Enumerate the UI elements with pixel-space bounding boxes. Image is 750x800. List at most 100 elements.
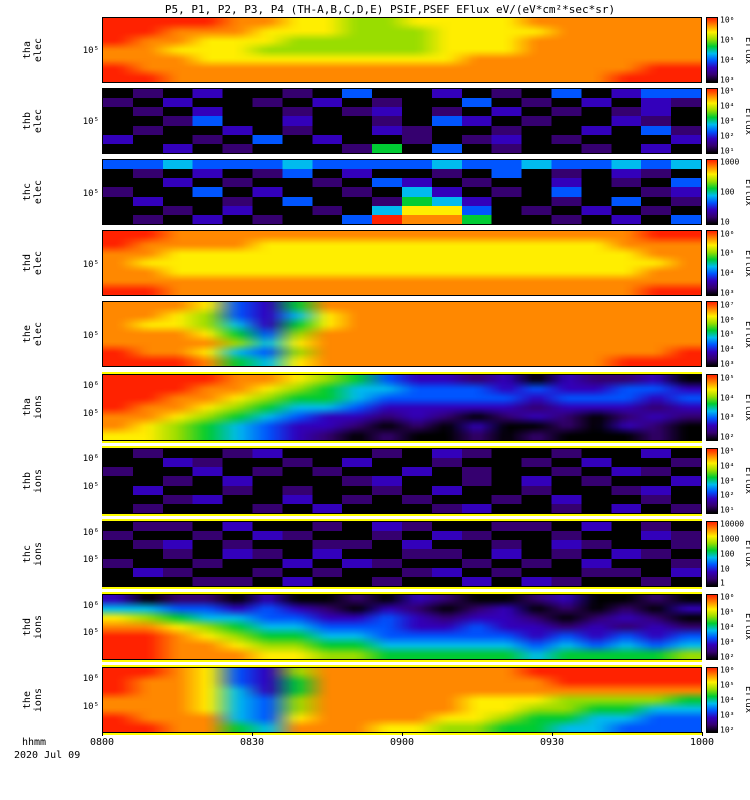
colorbar-ticks: 10⁶ 10⁵ 10⁴ 10³: [718, 229, 743, 298]
y-axis-label: the elec: [22, 322, 44, 346]
colorbar-tick-label: 10²: [720, 131, 735, 141]
spectrogram-area: [102, 447, 702, 514]
colorbar-tick-label: 10²: [720, 490, 735, 500]
panel-thc-elec: thc elec 10⁵ 1000 100 10 Eflux: [0, 157, 750, 226]
colorbar-title: Eflux: [743, 540, 750, 568]
colorbar-area: 10⁵ 10⁴ 10³ 10² Eflux: [702, 373, 750, 442]
y-tick-label: 10⁵: [82, 259, 99, 270]
x-tick-label: 0800: [89, 737, 115, 748]
colorbar-area: 10⁶ 10⁵ 10⁴ 10³ Eflux: [702, 229, 750, 298]
probe-label: thb: [22, 471, 33, 490]
probe-label: thb: [22, 112, 33, 131]
colorbar-title: Eflux: [743, 320, 750, 348]
colorbar-tick-label: 10⁶: [720, 665, 735, 675]
colorbar-area: 10⁷ 10⁶ 10⁵ 10⁴ 10³ Eflux: [702, 300, 750, 369]
colorbar-tick-label: 10²: [720, 725, 735, 735]
species-label: ions: [33, 541, 44, 566]
colorbar-area: 10⁵ 10⁴ 10³ 10² 10¹ Eflux: [702, 86, 750, 155]
colorbar-ticks: 10⁵ 10⁴ 10³ 10² 10¹: [718, 86, 743, 155]
colorbar-title: Eflux: [743, 686, 750, 714]
colorbar-tick-label: 10⁶: [720, 15, 735, 25]
colorbar-ticks: 10⁷ 10⁶ 10⁵ 10⁴ 10³: [718, 300, 743, 369]
colorbar: [706, 301, 718, 368]
colorbar: [706, 666, 718, 733]
colorbar-title: Eflux: [743, 613, 750, 641]
colorbar-ticks: 1000 100 10: [718, 157, 743, 226]
y-tick-label: 10⁶: [82, 673, 99, 684]
colorbar-tick-label: 10: [720, 564, 730, 574]
colorbar-tick-label: 10⁵: [720, 86, 735, 96]
y-axis-ticks: 10⁶ 10⁵: [66, 374, 102, 440]
y-axis-label: thb elec: [22, 109, 44, 133]
y-axis-label: the ions: [22, 688, 44, 712]
spectrogram-area: [102, 159, 702, 226]
colorbar-tick-label: 10⁴: [720, 393, 735, 403]
y-axis-label: thd elec: [22, 251, 44, 275]
probe-label: thd: [22, 617, 33, 636]
species-label: elec: [33, 180, 44, 205]
species-label: elec: [33, 322, 44, 347]
y-axis-ticks: 10⁶ 10⁵: [66, 594, 102, 660]
probe-label: thc: [22, 544, 33, 563]
x-tick-mark: [402, 732, 403, 736]
spectrogram-stack: tha elec 10⁵ 10⁶ 10⁵ 10⁴ 10³ Eflux thb elec…: [0, 15, 750, 735]
spectrogram-area: [102, 17, 702, 84]
colorbar-ticks: 10⁶ 10⁵ 10⁴ 10³ 10²: [718, 593, 743, 661]
species-label: elec: [33, 38, 44, 63]
colorbar-tick-label: 10⁵: [720, 373, 735, 383]
colorbar-tick-label: 10⁶: [720, 315, 735, 325]
colorbar-ticks: 10⁶ 10⁵ 10⁴ 10³ 10²: [718, 665, 743, 735]
colorbar-tick-label: 10⁴: [720, 101, 735, 111]
spectrogram-canvas: [103, 89, 701, 154]
y-tick-label: 10⁶: [82, 527, 99, 538]
colorbar-tick-label: 10¹: [720, 505, 735, 515]
spectrogram-canvas: [103, 448, 701, 513]
y-tick-label: 10⁵: [82, 482, 99, 493]
probe-label: thd: [22, 254, 33, 273]
colorbar-tick-label: 10³: [720, 476, 735, 486]
colorbar-ticks: 10⁶ 10⁵ 10⁴ 10³: [718, 15, 743, 84]
colorbar-tick-label: 10⁷: [720, 300, 735, 310]
colorbar-area: 10⁶ 10⁵ 10⁴ 10³ 10² Eflux: [702, 665, 750, 735]
x-axis-unit-label: hhmm: [22, 737, 47, 748]
colorbar-tick-label: 10³: [720, 288, 735, 298]
colorbar: [706, 88, 718, 155]
colorbar-tick-label: 100: [720, 549, 735, 559]
panel-thb-elec: thb elec 10⁵ 10⁵ 10⁴ 10³ 10² 10¹ Eflux: [0, 86, 750, 155]
spectrogram-area: [102, 593, 702, 660]
colorbar: [706, 374, 718, 441]
spectrogram-area: [102, 230, 702, 297]
species-label: elec: [33, 109, 44, 134]
species-label: ions: [33, 614, 44, 639]
colorbar-tick-label: 1000: [720, 157, 740, 167]
x-tick-mark: [252, 732, 253, 736]
x-tick-mark: [102, 732, 103, 736]
colorbar-title: Eflux: [743, 393, 750, 422]
colorbar-tick-label: 10³: [720, 412, 735, 422]
colorbar: [706, 230, 718, 297]
colorbar-area: 1000 100 10 Eflux: [702, 157, 750, 226]
colorbar-title: Eflux: [743, 36, 750, 64]
y-tick-label: 10⁶: [82, 454, 99, 465]
spectrogram-area: [102, 520, 702, 587]
y-axis-label: tha ions: [22, 395, 44, 419]
spectrogram-area: [102, 301, 702, 368]
y-tick-label: 10⁵: [82, 409, 99, 420]
y-tick-label: 10⁵: [82, 46, 99, 57]
panel-thd-elec: thd elec 10⁵ 10⁶ 10⁵ 10⁴ 10³ Eflux: [0, 229, 750, 298]
colorbar-tick-label: 10³: [720, 710, 735, 720]
probe-label: tha: [22, 41, 33, 60]
x-tick-label: 1000: [689, 737, 715, 748]
x-tick-label: 0900: [389, 737, 415, 748]
panel-thb-ions: thb ions 10⁶ 10⁵ 10⁵ 10⁴ 10³ 10² 10¹ Eflux: [0, 446, 750, 515]
y-axis-ticks: 10⁶ 10⁵: [66, 448, 102, 514]
probe-label: the: [22, 690, 33, 709]
y-axis-label: thd ions: [22, 615, 44, 639]
colorbar-tick-label: 10³: [720, 359, 735, 369]
spectrogram-canvas: [103, 594, 701, 659]
species-label: ions: [33, 468, 44, 493]
spectrogram-canvas: [103, 667, 701, 732]
species-label: elec: [33, 251, 44, 276]
colorbar-tick-label: 10⁵: [720, 607, 735, 617]
panel-thd-ions: thd ions 10⁶ 10⁵ 10⁶ 10⁵ 10⁴ 10³ 10² Eflux: [0, 593, 750, 661]
